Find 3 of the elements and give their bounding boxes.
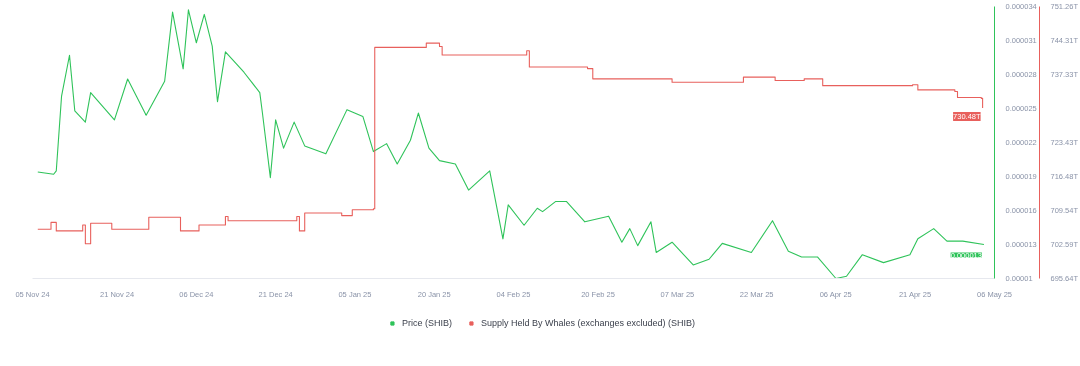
- legend-label: Price (SHIB): [401, 318, 452, 328]
- line-series: [37, 9, 985, 279]
- legend-label: Supply Held By Whales (exchanges excluded) (SHIB): [480, 318, 696, 328]
